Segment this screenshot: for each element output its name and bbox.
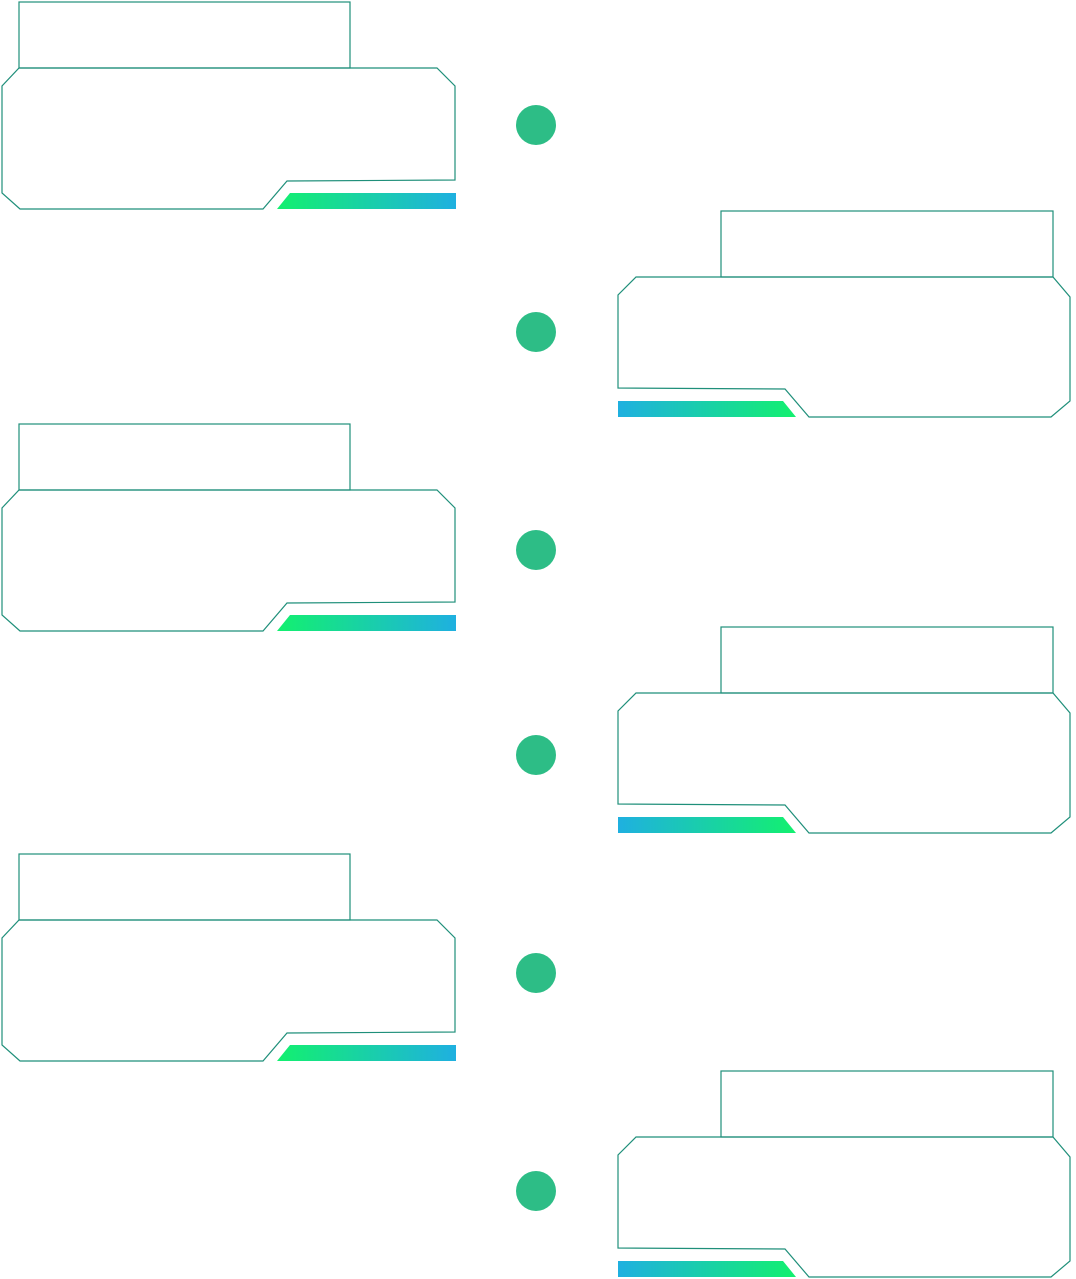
card-title-tab — [18, 1, 351, 69]
card-accent-bar — [618, 1261, 796, 1277]
timeline-dot-5 — [516, 953, 556, 993]
card-title-tab — [720, 210, 1054, 278]
card-title-tab — [18, 853, 351, 921]
card-body-panel — [617, 276, 1071, 418]
timeline-dots — [516, 105, 556, 1211]
timeline-card-1 — [1, 1, 456, 210]
card-body-panel — [617, 1136, 1071, 1278]
card-body-panel — [617, 692, 1071, 834]
card-body-panel — [1, 489, 456, 632]
card-body-panel — [1, 67, 456, 210]
timeline-dot-6 — [516, 1171, 556, 1211]
card-accent-bar — [618, 817, 796, 833]
timeline-card-3 — [1, 423, 456, 632]
timeline-card-6 — [617, 1070, 1071, 1278]
timeline-dot-3 — [516, 530, 556, 570]
card-accent-bar — [277, 1045, 456, 1061]
timeline-card-4 — [617, 626, 1071, 834]
card-title-tab — [720, 626, 1054, 694]
timeline-card-5 — [1, 853, 456, 1062]
card-accent-bar — [277, 193, 456, 209]
card-title-tab — [18, 423, 351, 491]
card-accent-bar — [277, 615, 456, 631]
card-accent-bar — [618, 401, 796, 417]
timeline-dot-2 — [516, 312, 556, 352]
timeline-dot-1 — [516, 105, 556, 145]
card-title-tab — [720, 1070, 1054, 1138]
card-body-panel — [1, 919, 456, 1062]
timeline-dot-4 — [516, 735, 556, 775]
timeline-card-2 — [617, 210, 1071, 418]
